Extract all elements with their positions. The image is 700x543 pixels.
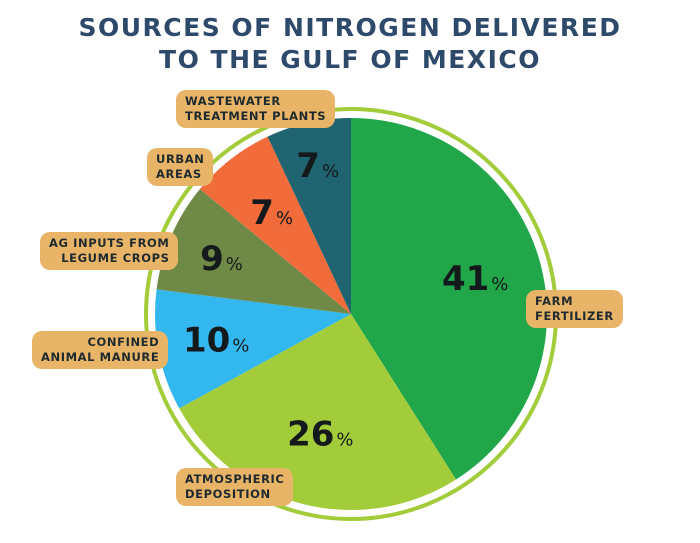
percent-label-confined-animal-manure: 10% bbox=[183, 321, 249, 361]
pie-slice-farm-fertilizer bbox=[351, 118, 548, 480]
slice-label-confined-animal-manure: CONFINED ANIMAL MANURE bbox=[32, 331, 169, 369]
slice-label-wastewater-treatment-plants: WASTEWATER TREATMENT PLANTS bbox=[176, 90, 336, 128]
slice-label-atmospheric-deposition: ATMOSPHERIC DEPOSITION bbox=[176, 468, 294, 506]
pie-slices bbox=[155, 118, 548, 511]
slice-label-ag-inputs-legume-crops: AG INPUTS FROM LEGUME CROPS bbox=[40, 232, 179, 270]
percent-label-wastewater-treatment-plants: 7% bbox=[296, 146, 339, 186]
percent-label-urban-areas: 7% bbox=[250, 193, 293, 233]
percent-label-farm-fertilizer: 41% bbox=[442, 259, 508, 299]
chart-title: SOURCES OF NITROGEN DELIVERED TO THE GUL… bbox=[0, 12, 700, 76]
title-line-1: SOURCES OF NITROGEN DELIVERED bbox=[78, 13, 622, 42]
slice-label-urban-areas: URBAN AREAS bbox=[147, 148, 214, 186]
percent-labels: 41 %26 %10 %9 %7 %7% bbox=[183, 146, 508, 455]
title-line-2: TO THE GULF OF MEXICO bbox=[159, 45, 541, 74]
percent-label-atmospheric-deposition: 26% bbox=[287, 415, 353, 455]
pie-slice-ag-inputs-from-legume-crops bbox=[156, 189, 351, 314]
pie-slice-confined-animal-manure bbox=[155, 289, 351, 409]
slice-label-farm-fertilizer: FARM FERTILIZER bbox=[526, 290, 623, 328]
pie-slice-wastewater-treatment-plants bbox=[267, 118, 351, 314]
pie-slice-urban-areas bbox=[199, 136, 351, 314]
pie-slice-atmospheric-deposition bbox=[179, 314, 457, 511]
percent-label-ag-inputs-from-legume-crops: 9% bbox=[200, 239, 243, 279]
